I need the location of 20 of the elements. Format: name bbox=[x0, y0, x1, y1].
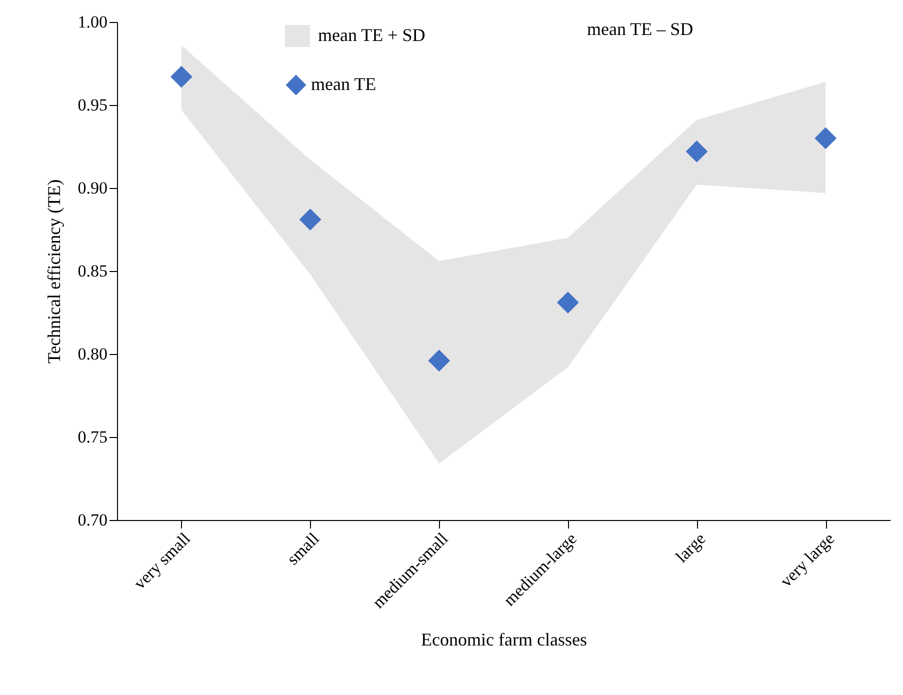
y-tick-label: 0.90 bbox=[78, 178, 108, 198]
y-tick-label: 0.85 bbox=[78, 262, 108, 280]
point bbox=[556, 292, 579, 314]
x-axis-title: Economic farm classes bbox=[421, 629, 587, 650]
point bbox=[814, 127, 837, 150]
legend-label: mean TE bbox=[311, 74, 376, 94]
y-tick-label: 0.95 bbox=[78, 96, 108, 114]
point bbox=[299, 208, 322, 230]
point bbox=[686, 140, 708, 162]
y-tick-label: 1.00 bbox=[78, 12, 108, 32]
annotation: mean TE + SD bbox=[318, 25, 426, 45]
point bbox=[428, 350, 450, 372]
y-tick-label: 0.75 bbox=[78, 428, 108, 446]
annotation: mean TE – SD bbox=[587, 19, 694, 39]
y-tick-label: 0.80 bbox=[78, 344, 108, 364]
y-tick-label: 0.70 bbox=[78, 510, 108, 530]
y-axis-title: Technical efficiency (TE) bbox=[44, 179, 64, 364]
x-tick-label: very large bbox=[776, 529, 838, 591]
point bbox=[170, 66, 192, 88]
x-tick-label: large bbox=[672, 529, 710, 566]
